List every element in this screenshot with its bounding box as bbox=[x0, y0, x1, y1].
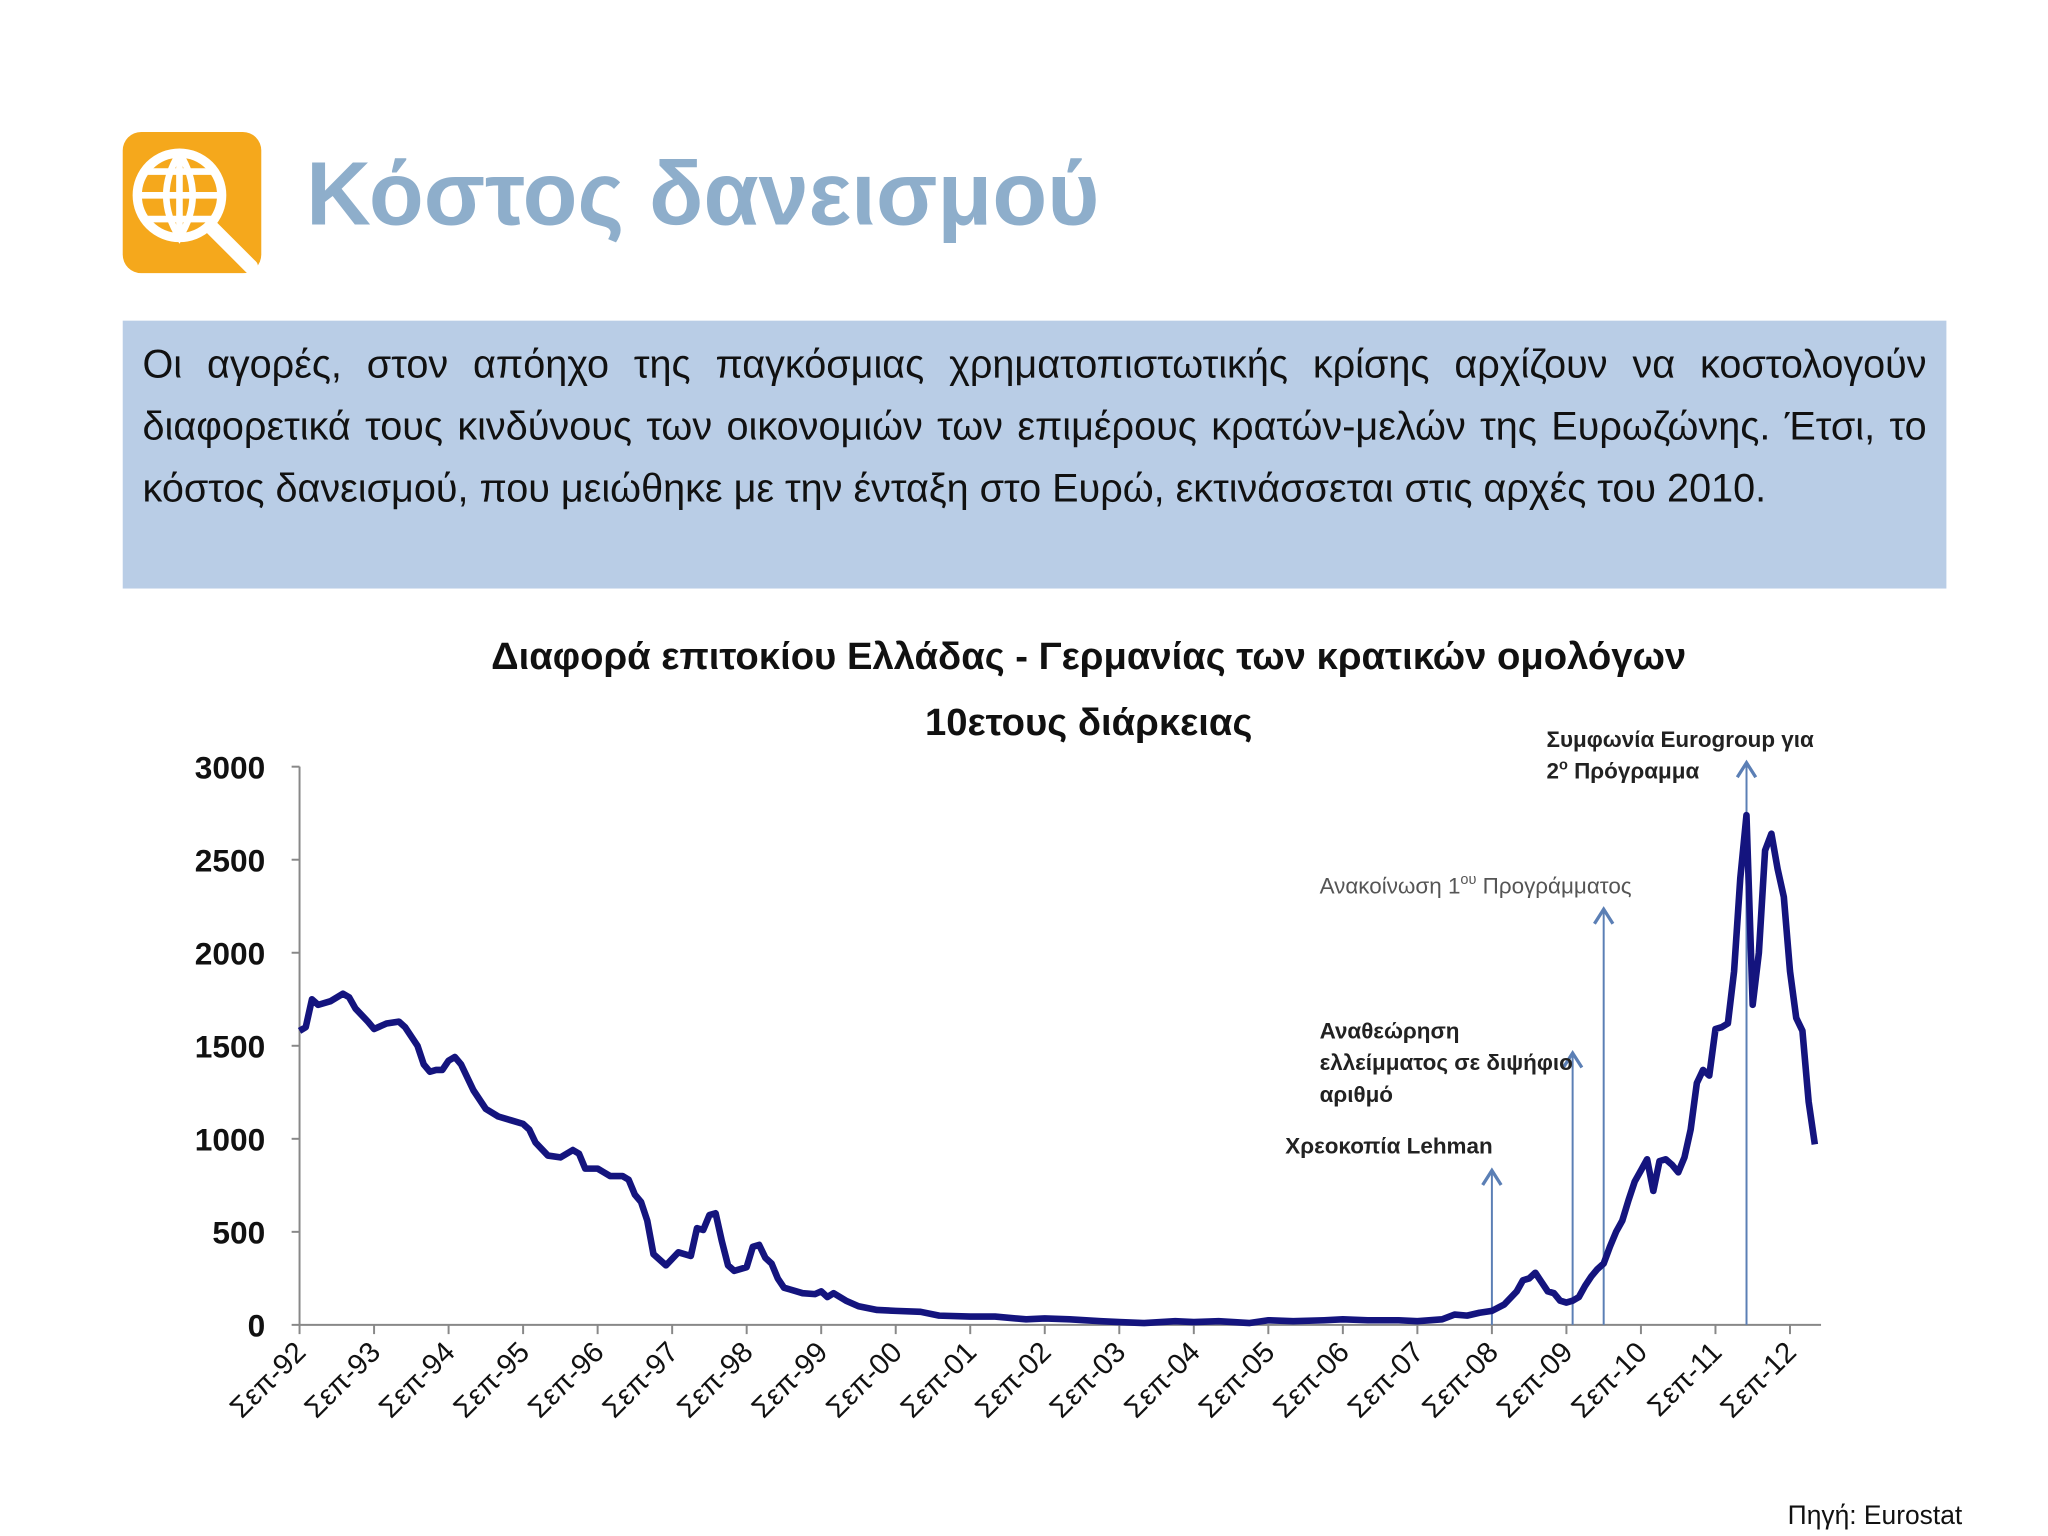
y-tick-label: 500 bbox=[212, 1215, 265, 1251]
x-tick-label: Σεπ-01 bbox=[895, 1336, 983, 1424]
annotation-text: Προγράμματος bbox=[1476, 873, 1631, 898]
y-tick-label: 1500 bbox=[195, 1029, 265, 1065]
arrow-head bbox=[1562, 1049, 1584, 1069]
chart-title: Διαφορά επιτοκίου Ελλάδας - Γερμανίας τω… bbox=[491, 635, 1686, 678]
arrow-head bbox=[1735, 759, 1758, 779]
annotation-text: Ανακοίνωση 1 bbox=[1320, 873, 1461, 898]
annotation-text: Πρόγραμμα bbox=[1568, 759, 1700, 784]
annotation-label: Ανακοίνωση 1ου Προγράμματος bbox=[1320, 872, 1632, 898]
x-tick-label: Σεπ-99 bbox=[746, 1336, 834, 1424]
y-tick-label: 2000 bbox=[195, 936, 265, 972]
x-tick-label: Σεπ-00 bbox=[820, 1336, 908, 1424]
x-tick-label: Σεπ-92 bbox=[224, 1336, 312, 1424]
x-tick-label: Σεπ-05 bbox=[1193, 1336, 1281, 1424]
annotation-text: Συμφωνία Eurogroup για bbox=[1547, 727, 1814, 752]
x-tick-label: Σεπ-93 bbox=[299, 1336, 387, 1424]
annotation-text: αριθμό bbox=[1320, 1082, 1393, 1107]
x-tick-label: Σεπ-06 bbox=[1267, 1336, 1355, 1424]
annotation-label: αριθμό bbox=[1320, 1082, 1393, 1107]
x-tick-label: Σεπ-08 bbox=[1416, 1336, 1504, 1424]
chart-title: 10ετους διάρκειας bbox=[925, 701, 1252, 744]
x-tick-label: Σεπ-12 bbox=[1715, 1336, 1803, 1424]
text-box: Οι αγορές, στον απόηχο της παγκόσμιας χρ… bbox=[122, 320, 1947, 589]
arrow-head bbox=[1481, 1167, 1503, 1186]
annotation-label: Συμφωνία Eurogroup για bbox=[1547, 727, 1814, 752]
x-tick-label: Σεπ-10 bbox=[1566, 1336, 1654, 1424]
source-note: Πηγή: Eurostat bbox=[1787, 1501, 1963, 1531]
x-tick-label: Σεπ-11 bbox=[1642, 1336, 1729, 1423]
x-tick-label: Σεπ-97 bbox=[597, 1336, 685, 1424]
slide-title: Κόστος δανεισμού bbox=[306, 143, 1100, 245]
logo-icon bbox=[122, 131, 262, 274]
x-tick-label: Σεπ-96 bbox=[522, 1336, 610, 1424]
annotation-text: ελλείμματος σε διψήφιο bbox=[1320, 1050, 1573, 1075]
annotation-sup: ο bbox=[1559, 757, 1568, 773]
data-line bbox=[297, 811, 1819, 1327]
x-tick-label: Σεπ-03 bbox=[1044, 1336, 1132, 1424]
x-tick-label: Σεπ-95 bbox=[448, 1336, 536, 1424]
x-tick-label: Σεπ-07 bbox=[1342, 1336, 1430, 1424]
annotation-label: Αναθεώρηση bbox=[1320, 1019, 1460, 1044]
annotation-sup: ου bbox=[1460, 872, 1476, 888]
y-tick-label: 3000 bbox=[195, 750, 265, 786]
x-tick-label: Σεπ-02 bbox=[969, 1336, 1057, 1424]
x-tick-label: Σεπ-98 bbox=[671, 1336, 759, 1424]
y-tick-label: 0 bbox=[248, 1308, 266, 1344]
annotation-label: Χρεοκοπία Lehman bbox=[1285, 1133, 1492, 1158]
x-tick-label: Σεπ-09 bbox=[1491, 1336, 1579, 1424]
arrow-head bbox=[1593, 906, 1615, 925]
annotation-text: 2 bbox=[1547, 759, 1559, 784]
annotation-label: 2ο Πρόγραμμα bbox=[1547, 757, 1700, 783]
y-tick-label: 2500 bbox=[195, 843, 265, 879]
x-tick-label: Σεπ-94 bbox=[373, 1336, 461, 1424]
x-tick-label: Σεπ-04 bbox=[1118, 1336, 1206, 1424]
annotation-text: Χρεοκοπία Lehman bbox=[1285, 1133, 1492, 1158]
annotation-text: Αναθεώρηση bbox=[1320, 1019, 1460, 1044]
annotation-label: ελλείμματος σε διψήφιο bbox=[1320, 1050, 1573, 1075]
y-tick-label: 1000 bbox=[195, 1122, 265, 1158]
